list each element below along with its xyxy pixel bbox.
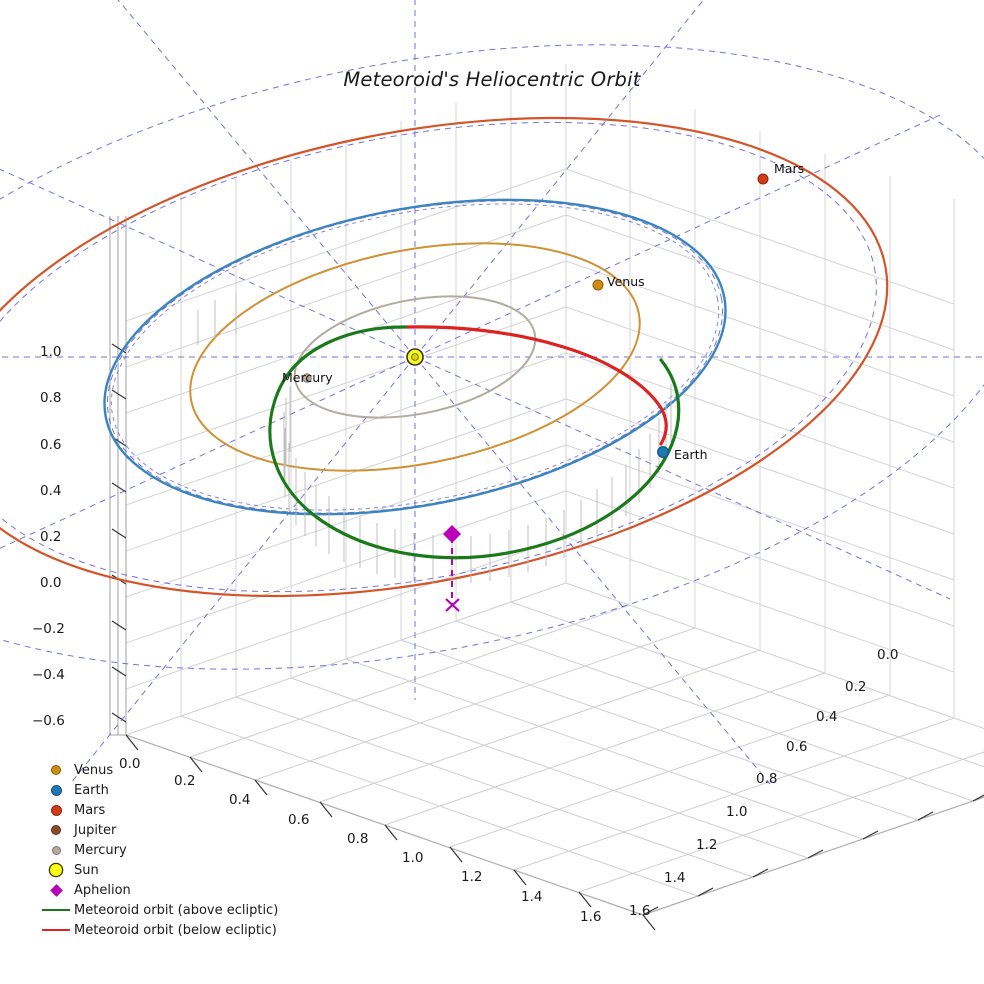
- mars-marker: [757, 173, 769, 185]
- z-tick-label: 0.0: [40, 575, 62, 591]
- green-line-icon: [38, 909, 74, 911]
- mercury-label: Mercury: [282, 370, 333, 385]
- mars-dot-icon: [38, 805, 74, 815]
- meteoroid-orbit-above-path: [268, 325, 681, 560]
- jupiter-dot-icon: [38, 826, 74, 834]
- y-tick-label: 0.2: [845, 679, 867, 695]
- y-tick-label: 1.2: [696, 837, 718, 853]
- z-tick-label: 0.8: [40, 390, 62, 406]
- legend-label: Aphelion: [74, 882, 131, 898]
- x-tick-label: 0.0: [119, 756, 141, 772]
- x-tick-label: 1.4: [521, 889, 543, 905]
- mercury-orbit-path: [293, 295, 537, 419]
- legend-item-mars[interactable]: Mars: [38, 800, 293, 820]
- earth-dot-icon: [38, 785, 74, 795]
- venus-label: Venus: [607, 274, 645, 289]
- earth-label: Earth: [674, 447, 708, 462]
- aphelion-diamond-icon: [38, 883, 74, 897]
- chart-title: Meteoroid's Heliocentric Orbit: [343, 68, 641, 91]
- y-tick-label: 0.6: [786, 739, 808, 755]
- legend-item-aphelion[interactable]: Aphelion: [38, 880, 293, 900]
- y-tick-label: 1.0: [726, 804, 748, 820]
- legend-label: Mars: [74, 802, 106, 818]
- legend-label: Meteoroid orbit (above ecliptic): [74, 902, 279, 918]
- aphelion-diamond-marker: [443, 525, 461, 543]
- earth-orbit-path: [103, 198, 727, 516]
- mercury-marker: [302, 373, 312, 383]
- earth-marker: [657, 446, 669, 458]
- z-tick-label: 0.6: [40, 437, 62, 453]
- planet-markers: [302, 173, 769, 458]
- x-tick-label: 0.8: [347, 831, 369, 847]
- venus-dot-icon: [38, 766, 74, 774]
- legend-item-earth[interactable]: Earth: [38, 780, 293, 800]
- legend-label: Jupiter: [74, 822, 117, 838]
- legend-item-jupiter[interactable]: Jupiter: [38, 820, 293, 840]
- x-tick-label: 1.2: [461, 869, 483, 885]
- aphelion-projection-cross: [445, 598, 460, 612]
- red-line-icon: [38, 929, 74, 931]
- legend-label: Meteoroid orbit (below ecliptic): [74, 922, 277, 938]
- z-tick-label: −0.6: [32, 713, 65, 729]
- y-tick-label: 0.4: [816, 709, 838, 725]
- legend-item-mercury[interactable]: Mercury: [38, 840, 293, 860]
- y-tick-label: 0.8: [756, 771, 778, 787]
- floor-grid: [125, 582, 984, 916]
- axis-ticks: [111, 343, 984, 931]
- y-tick-label: 1.6: [629, 903, 651, 919]
- y-tick-label: 0.0: [877, 647, 899, 663]
- legend-label: Earth: [74, 782, 109, 798]
- legend-item-sun[interactable]: Sun: [38, 860, 293, 880]
- mars-label: Mars: [774, 161, 805, 176]
- z-tick-label: −0.4: [32, 667, 65, 683]
- legend-item-meteoroid-below[interactable]: Meteoroid orbit (below ecliptic): [38, 920, 293, 940]
- venus-orbit-path: [189, 242, 641, 472]
- z-tick-label: 0.4: [40, 483, 62, 499]
- meteoroid-orbit: [268, 325, 681, 560]
- x-tick-label: 0.6: [288, 812, 310, 828]
- x-tick-label: 1.6: [580, 909, 602, 925]
- mercury-dot-icon: [38, 846, 74, 854]
- z-tick-label: 0.2: [40, 529, 62, 545]
- earth-orbit-shadow: [110, 203, 720, 511]
- venus-marker: [592, 279, 604, 291]
- x-tick-label: 1.0: [402, 850, 424, 866]
- meteoroid-orbit-below-path: [406, 325, 668, 446]
- planet-orbits: [0, 116, 889, 598]
- legend-item-venus[interactable]: Venus: [38, 760, 293, 780]
- y-tick-label: 1.4: [664, 870, 686, 886]
- legend-label: Mercury: [74, 842, 127, 858]
- legend-label: Sun: [74, 862, 99, 878]
- aphelion-group: [443, 525, 461, 612]
- legend-label: Venus: [74, 762, 114, 778]
- x-tick-label: 0.4: [229, 792, 251, 808]
- sun-marker: [406, 348, 424, 366]
- x-tick-label: 0.2: [174, 773, 196, 789]
- sun-dot-icon: [38, 864, 74, 876]
- z-tick-label: −0.2: [32, 621, 65, 637]
- legend: Venus Earth Mars Jupiter Mercury: [38, 760, 293, 940]
- z-tick-label: 1.0: [40, 344, 62, 360]
- ecliptic-guide-grid: [0, 0, 984, 785]
- axis-spines: [109, 216, 984, 916]
- legend-item-meteoroid-above[interactable]: Meteoroid orbit (above ecliptic): [38, 900, 293, 920]
- mars-orbit-path: [0, 116, 889, 598]
- right-wall-grid: [565, 64, 955, 718]
